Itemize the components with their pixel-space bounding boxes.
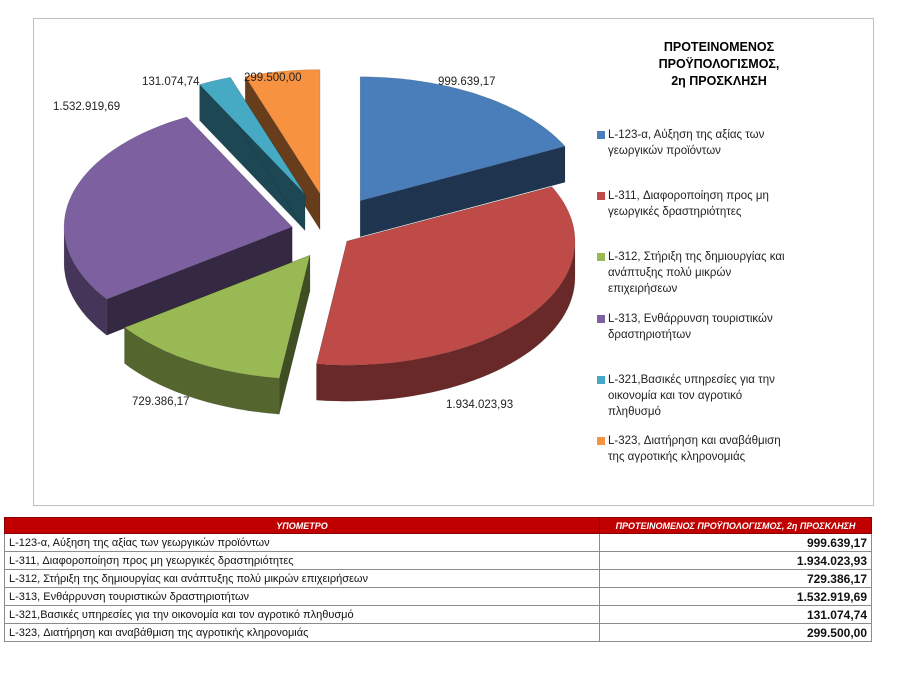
legend-entry: L-311, Διαφοροποίηση προς μη γεωργικές δ… <box>597 188 827 220</box>
budget-table: ΥΠΟΜΕΤΡΟ ΠΡΟΤΕΙΝΟΜΕΝΟΣ ΠΡΟΫΠΟΛΟΓΙΣΜΟΣ, 2… <box>4 517 872 642</box>
legend-entry: L-123-α, Αύξηση της αξίας των γεωργικών … <box>597 127 827 159</box>
legend-swatch <box>597 376 605 384</box>
legend-entry: L-321,Βασικές υπηρεσίες για την οικονομί… <box>597 372 827 420</box>
legend-entry: L-313, Ενθάρρυνση τουριστικών δραστηριοτ… <box>597 311 827 343</box>
legend-label: L-123-α, Αύξηση της αξίας των γεωργικών … <box>608 127 827 159</box>
legend-label: L-311, Διαφοροποίηση προς μη γεωργικές δ… <box>608 188 827 220</box>
legend-label-line: πληθυσμό <box>608 406 661 418</box>
chart-title: ΠΡΟΤΕΙΝΟΜΕΝΟΣ ΠΡΟΫΠΟΛΟΓΙΣΜΟΣ, 2η ΠΡΟΣΚΛΗ… <box>609 39 829 90</box>
legend-label-line: L-323, Διατήρηση και αναβάθμιση <box>608 435 781 447</box>
pie-slice <box>124 255 311 379</box>
budget-table-container: ΥΠΟΜΕΤΡΟ ΠΡΟΤΕΙΝΟΜΕΝΟΣ ΠΡΟΫΠΟΛΟΓΙΣΜΟΣ, 2… <box>4 517 872 642</box>
legend-label-line: της αγροτικής κληρονομιάς <box>608 451 746 463</box>
column-header: ΠΡΟΤΕΙΝΟΜΕΝΟΣ ΠΡΟΫΠΟΛΟΓΙΣΜΟΣ, 2η ΠΡΟΣΚΛΗ… <box>599 517 872 534</box>
chart-area: ΠΡΟΤΕΙΝΟΜΕΝΟΣ ΠΡΟΫΠΟΛΟΓΙΣΜΟΣ, 2η ΠΡΟΣΚΛΗ… <box>33 18 874 506</box>
legend-label: L-321,Βασικές υπηρεσίες για την οικονομί… <box>608 372 827 420</box>
legend-label-line: επιχειρήσεων <box>608 283 678 295</box>
legend-label-line: L-311, Διαφοροποίηση προς μη <box>608 190 769 202</box>
table-cell-value: 999.639,17 <box>599 533 872 552</box>
table-header-row: ΥΠΟΜΕΤΡΟ ΠΡΟΤΕΙΝΟΜΕΝΟΣ ΠΡΟΫΠΟΛΟΓΙΣΜΟΣ, 2… <box>4 517 872 534</box>
legend-label-line: δραστηριοτήτων <box>608 329 692 341</box>
legend-label: L-313, Ενθάρρυνση τουριστικών δραστηριοτ… <box>608 311 827 343</box>
pie-slice <box>199 76 306 195</box>
pie-slice <box>316 186 576 366</box>
legend-label-line: γεωργικές δραστηριότητες <box>608 206 742 218</box>
legend-label: L-323, Διατήρηση και αναβάθμιση της αγρο… <box>608 433 827 465</box>
pie-chart <box>63 69 576 415</box>
table-cell: L-312, Στήριξη της δημιουργίας και ανάπτ… <box>4 569 600 588</box>
chart-title-line: ΠΡΟΫΠΟΛΟΓΙΣΜΟΣ, <box>658 57 780 71</box>
legend-label-line: L-123-α, Αύξηση της αξίας των <box>608 129 765 141</box>
table-row: L-123-α, Αύξηση της αξίας των γεωργικών … <box>4 533 872 552</box>
pie-slice <box>244 69 321 194</box>
table-row: L-321,Βασικές υπηρεσίες για την οικονομί… <box>4 605 872 624</box>
table-cell: L-313, Ενθάρρυνση τουριστικών δραστηριοτ… <box>4 587 600 606</box>
table-cell: L-323, Διατήρηση και αναβάθμιση της αγρο… <box>4 623 600 642</box>
legend-label-line: L-313, Ενθάρρυνση τουριστικών <box>608 313 773 325</box>
legend-swatch <box>597 131 605 139</box>
data-label: 131.074,74 <box>142 76 200 88</box>
pie-slice-cut-face <box>359 146 566 238</box>
table-cell: L-123-α, Αύξηση της αξίας των γεωργικών … <box>4 533 600 552</box>
chart-title-line: 2η ΠΡΟΣΚΛΗΣΗ <box>671 74 767 88</box>
pie-slice <box>359 76 566 202</box>
legend-label-line: γεωργικών προϊόντων <box>608 145 721 157</box>
legend-label-line: ανάπτυξης πολύ μικρών <box>608 267 732 279</box>
pie-slice <box>63 116 293 300</box>
table-row: L-323, Διατήρηση και αναβάθμιση της αγρο… <box>4 623 872 642</box>
table-row: L-312, Στήριξη της δημιουργίας και ανάπτ… <box>4 569 872 588</box>
chart-title-line: ΠΡΟΤΕΙΝΟΜΕΝΟΣ <box>663 40 775 54</box>
table-cell-value: 131.074,74 <box>599 605 872 624</box>
legend-label-line: L-321,Βασικές υπηρεσίες για την <box>608 374 775 386</box>
table-cell-value: 299.500,00 <box>599 623 872 642</box>
table-cell: L-311, Διαφοροποίηση προς μη γεωργικές δ… <box>4 551 600 570</box>
table-cell: L-321,Βασικές υπηρεσίες για την οικονομί… <box>4 605 600 624</box>
data-label: 1.934.023,93 <box>446 399 514 411</box>
data-label: 1.532.919,69 <box>53 101 121 113</box>
data-label: 729.386,17 <box>132 396 190 408</box>
table-row: L-311, Διαφοροποίηση προς μη γεωργικές δ… <box>4 551 872 570</box>
legend-label-line: οικονομία και τον αγροτικό <box>608 390 743 402</box>
column-header: ΥΠΟΜΕΤΡΟ <box>4 517 600 534</box>
legend-entry: L-323, Διατήρηση και αναβάθμιση της αγρο… <box>597 433 827 465</box>
table-cell-value: 1.934.023,93 <box>599 551 872 570</box>
legend-swatch <box>597 437 605 445</box>
legend-label: L-312, Στήριξη της δημιουργίας και ανάπτ… <box>608 249 827 297</box>
legend-swatch <box>597 192 605 200</box>
table-cell-value: 729.386,17 <box>599 569 872 588</box>
data-label: 999.639,17 <box>438 76 496 88</box>
legend-swatch <box>597 253 605 261</box>
legend-entry: L-312, Στήριξη της δημιουργίας και ανάπτ… <box>597 249 827 297</box>
legend-label-line: L-312, Στήριξη της δημιουργίας και <box>608 251 785 263</box>
table-cell-value: 1.532.919,69 <box>599 587 872 606</box>
legend-swatch <box>597 315 605 323</box>
data-label: 299.500,00 <box>244 72 302 84</box>
table-row: L-313, Ενθάρρυνση τουριστικών δραστηριοτ… <box>4 587 872 606</box>
